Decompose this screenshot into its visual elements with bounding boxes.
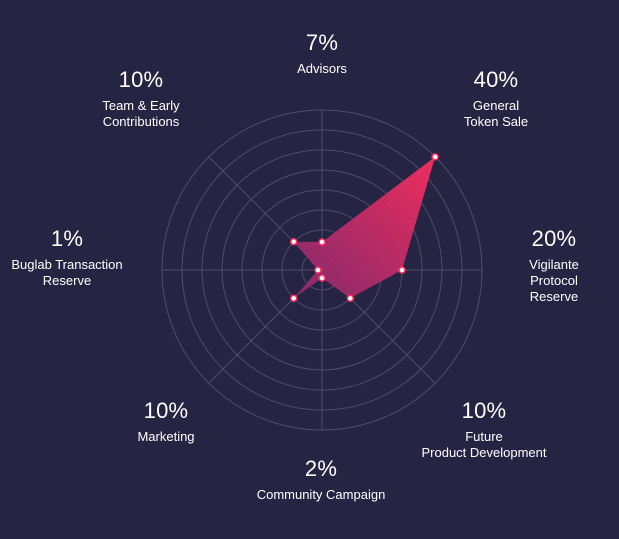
category-label-marketing: Marketing xyxy=(137,429,195,444)
value-label-buglab-transaction-reserve: 1% xyxy=(50,226,84,251)
value-label-community-campaign: 2% xyxy=(304,456,338,481)
value-label-vigilante-protocol-reserve: 20% xyxy=(531,226,577,251)
data-area xyxy=(293,156,436,299)
label-marketing: 10% Marketing xyxy=(137,398,194,445)
data-point-3 xyxy=(346,294,355,303)
data-point-6 xyxy=(314,266,322,274)
category-label-vigilante-protocol-reserve: Vigilante Protocol Reserve xyxy=(529,257,579,304)
label-general-token-sale: 40% General Token Sale xyxy=(464,67,528,130)
category-label-advisors: Advisors xyxy=(297,61,347,76)
data-point-2 xyxy=(398,266,406,274)
value-label-advisors: 7% xyxy=(305,30,339,55)
data-point-4 xyxy=(318,274,326,282)
value-label-team-early-contributions: 10% xyxy=(118,67,164,92)
data-point-5 xyxy=(289,294,298,303)
data-point-0 xyxy=(318,238,326,246)
data-point-1 xyxy=(431,153,439,161)
label-buglab-transaction-reserve: 1% Buglab Transaction Reserve xyxy=(11,226,122,289)
data-point-7 xyxy=(289,237,298,246)
label-vigilante-protocol-reserve: 20% Vigilante Protocol Reserve xyxy=(522,226,587,305)
label-future-product-development: 10% Future Product Development xyxy=(421,398,546,461)
label-team-early-contributions: 10% Team & Early Contributions xyxy=(102,67,179,130)
category-label-community-campaign: Community Campaign xyxy=(256,487,386,502)
label-advisors: 7% Advisors xyxy=(297,30,347,77)
value-label-marketing: 10% xyxy=(143,398,189,423)
category-label-general-token-sale: General Token Sale xyxy=(463,98,529,129)
value-label-general-token-sale: 40% xyxy=(473,67,519,92)
category-label-buglab-transaction-reserve: Buglab Transaction Reserve xyxy=(11,257,123,288)
label-community-campaign: 2% Community Campaign xyxy=(257,456,386,503)
value-label-future-product-development: 10% xyxy=(461,398,507,423)
category-label-team-early-contributions: Team & Early Contributions xyxy=(102,98,180,129)
category-label-future-product-development: Future Product Development xyxy=(421,429,547,460)
